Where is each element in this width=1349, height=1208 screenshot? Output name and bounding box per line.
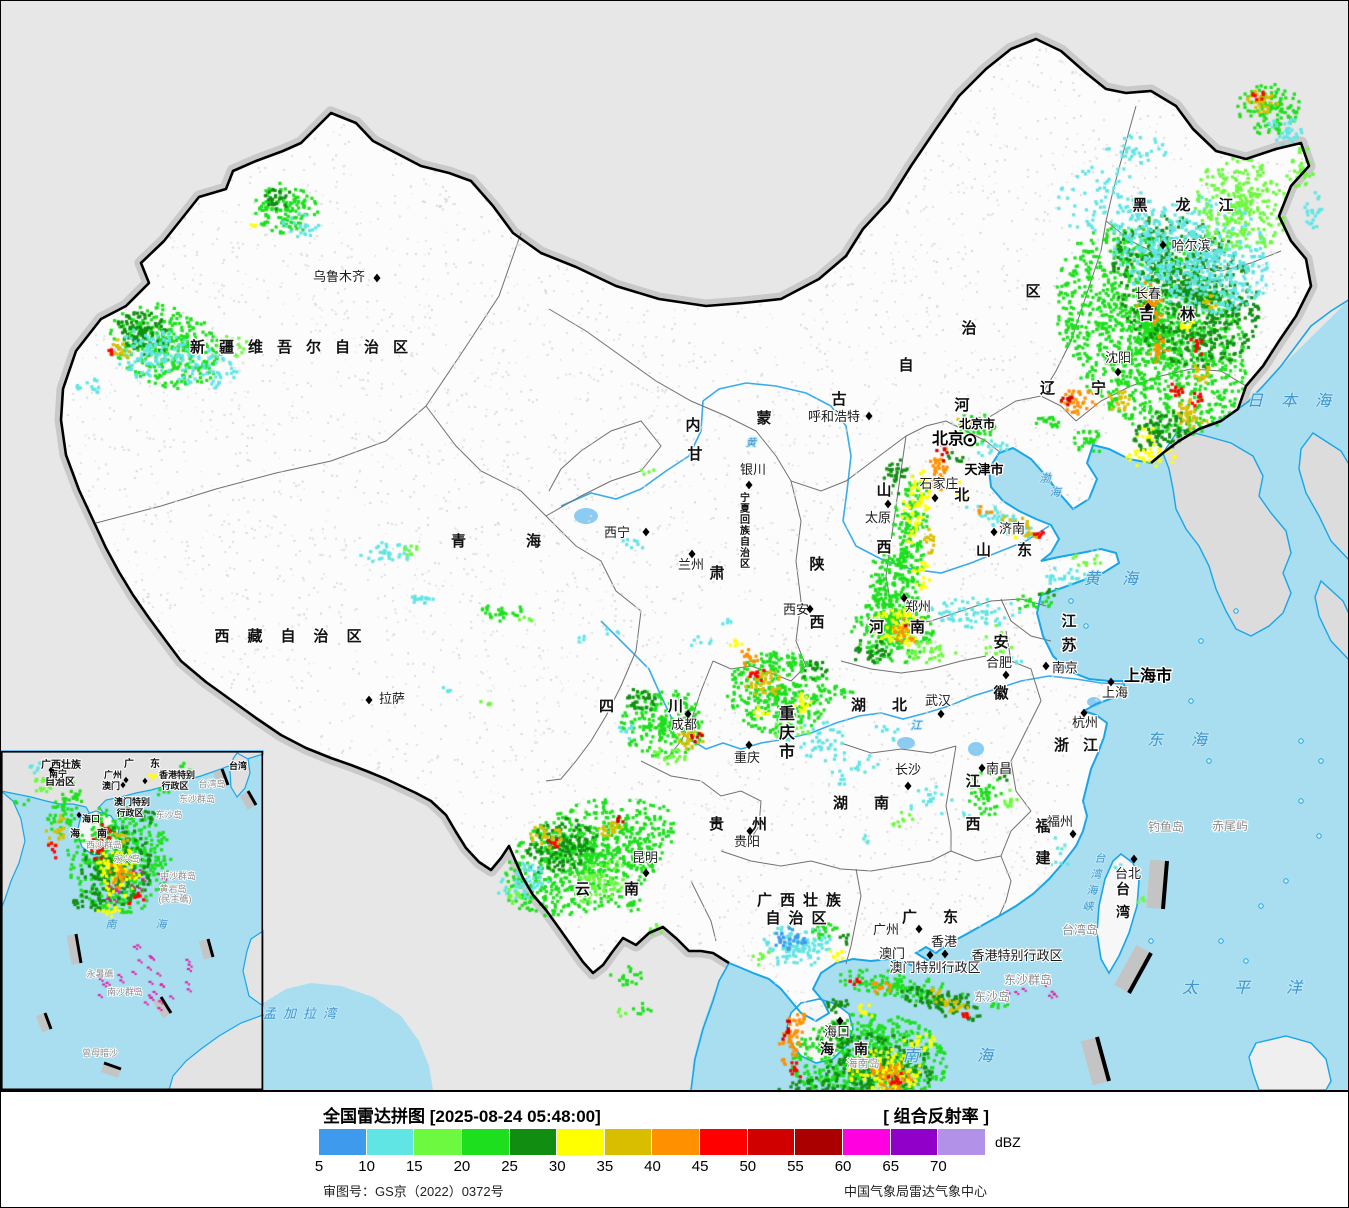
dbz-tick-30: 30	[548, 1158, 566, 1175]
dbz-tick-25: 25	[501, 1158, 518, 1175]
dbz-segment-40	[652, 1129, 700, 1155]
china-radar-map: 新疆维吾尔自治区 西藏自治区 青海 四川 云南 贵州 湖北 湖南 河南 山东 广东 浙江 黑龙江 吉林 辽宁…	[1, 1, 1348, 1090]
dbz-tick-65: 65	[882, 1158, 900, 1175]
dbz-tick-5: 5	[314, 1158, 324, 1175]
dbz-tick-70: 70	[930, 1158, 947, 1175]
dbz-tick-20: 20	[453, 1158, 471, 1175]
map-license-number: 审图号：GS京（2022）0372号	[323, 1184, 504, 1199]
dbz-tick-15: 15	[405, 1158, 423, 1175]
dbz-tick-50: 50	[739, 1158, 757, 1175]
dbz-segment-5	[319, 1129, 366, 1155]
dbz-segment-15	[414, 1129, 461, 1155]
dbz-tick-35: 35	[596, 1158, 614, 1175]
dbz-segment-35	[604, 1129, 652, 1155]
agency-name: 中国气象局雷达气象中心	[843, 1184, 987, 1199]
dbz-tick-55: 55	[787, 1158, 804, 1175]
dbz-segment-50	[747, 1129, 795, 1155]
dbz-tick-45: 45	[691, 1158, 709, 1175]
map-title: 全国雷达拼图 [2025-08-24 05:48:00]	[323, 1107, 601, 1126]
dbz-segment-45	[700, 1129, 747, 1155]
dbz-colorbar	[319, 1129, 986, 1155]
dbz-tick-labels: 5 10 15 20 25 30 35 40 45 50 55 60 65 70	[1, 1158, 1348, 1176]
legend-panel: 全国雷达拼图 [2025-08-24 05:48:00] [ 组合反射率 ] d…	[1, 1090, 1348, 1207]
dbz-segment-65	[890, 1129, 938, 1155]
dbz-tick-40: 40	[644, 1158, 661, 1175]
radar-echo-layer	[1, 1, 1348, 1090]
dbz-segment-30	[557, 1129, 604, 1155]
dbz-segment-20	[461, 1129, 509, 1155]
dbz-tick-10: 10	[358, 1158, 375, 1175]
dbz-tick-60: 60	[834, 1158, 852, 1175]
dbz-segment-60	[843, 1129, 890, 1155]
dbz-segment-10	[366, 1129, 414, 1155]
dbz-segment-25	[509, 1129, 557, 1155]
dbz-unit: dBZ	[995, 1134, 1021, 1150]
dbz-segment-55	[795, 1129, 843, 1155]
dbz-segment-70	[938, 1129, 985, 1155]
product-name: [ 组合反射率 ]	[883, 1107, 989, 1126]
